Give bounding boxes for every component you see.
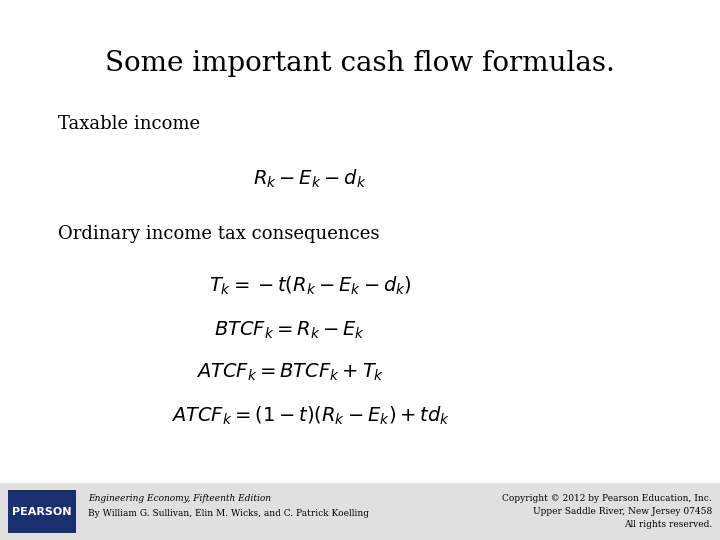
Text: $ATCF_k = (1-t)(R_k - E_k) + td_k$: $ATCF_k = (1-t)(R_k - E_k) + td_k$: [171, 405, 449, 427]
Text: All rights reserved.: All rights reserved.: [624, 520, 712, 529]
Text: Some important cash flow formulas.: Some important cash flow formulas.: [105, 50, 615, 77]
Bar: [8, 490, 76, 533]
Text: $BTCF_k = R_k - E_k$: $BTCF_k = R_k - E_k$: [215, 320, 366, 341]
Text: $T_k = -t(R_k - E_k - d_k)$: $T_k = -t(R_k - E_k - d_k)$: [209, 275, 411, 298]
Text: Copyright © 2012 by Pearson Education, Inc.: Copyright © 2012 by Pearson Education, I…: [503, 494, 712, 503]
Text: Ordinary income tax consequences: Ordinary income tax consequences: [58, 225, 379, 243]
Text: Upper Saddle River, New Jersey 07458: Upper Saddle River, New Jersey 07458: [533, 507, 712, 516]
Bar: [0, 483, 720, 540]
Text: $ATCF_k = BTCF_k + T_k$: $ATCF_k = BTCF_k + T_k$: [196, 362, 384, 383]
Text: PEARSON: PEARSON: [12, 507, 72, 517]
Text: Engineering Economy, Fifteenth Edition: Engineering Economy, Fifteenth Edition: [88, 494, 271, 503]
Text: $R_k - E_k - d_k$: $R_k - E_k - d_k$: [253, 168, 366, 190]
Text: By William G. Sullivan, Elin M. Wicks, and C. Patrick Koelling: By William G. Sullivan, Elin M. Wicks, a…: [88, 509, 369, 518]
Text: Taxable income: Taxable income: [58, 115, 200, 133]
